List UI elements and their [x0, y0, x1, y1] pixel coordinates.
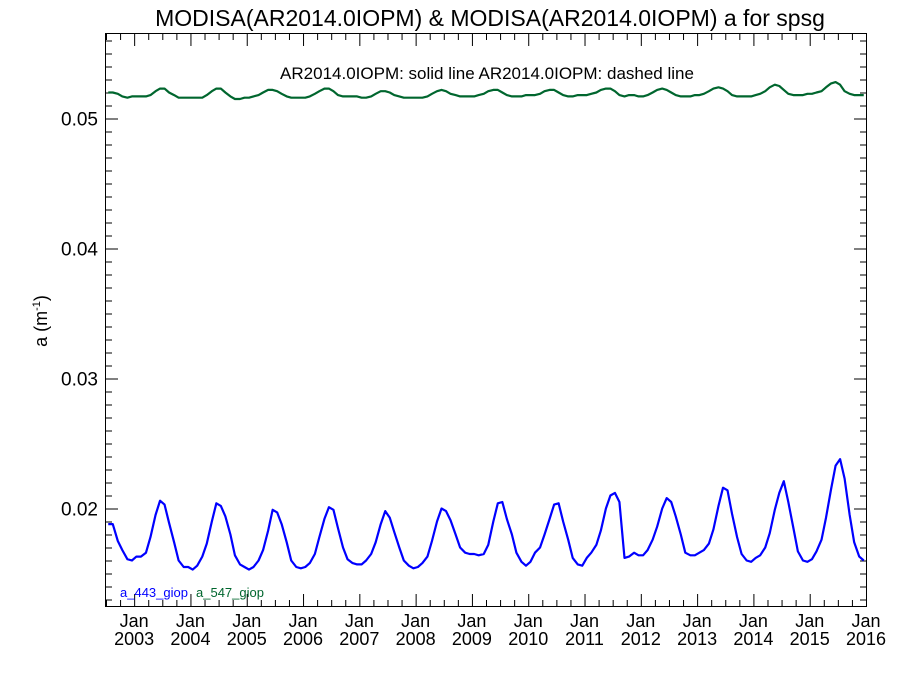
x-tick-year-label: 2004	[170, 629, 210, 649]
series-line-a-443-giop	[108, 458, 865, 571]
x-tick-month-label: Jan	[683, 611, 712, 631]
x-tick-year-label: 2005	[227, 629, 267, 649]
chart-subtitle: AR2014.0IOPM: solid line AR2014.0IOPM: d…	[280, 64, 694, 83]
y-axis-ticks: 0.02 0.03 0.04 0.05	[61, 40, 866, 601]
x-tick-month-label: Jan	[345, 611, 374, 631]
y-tick-label: 0.04	[61, 240, 98, 261]
x-tick-year-label: 2007	[339, 629, 379, 649]
y-tick-label: 0.02	[61, 500, 98, 521]
x-tick-year-label: 2009	[452, 629, 492, 649]
series-layer	[108, 81, 865, 571]
x-tick-year-label: 2006	[283, 629, 323, 649]
y-axis-label-close: )	[31, 295, 51, 301]
x-tick-year-label: 2008	[396, 629, 436, 649]
x-tick-month-label: Jan	[457, 611, 486, 631]
x-tick-month-label: Jan	[570, 611, 599, 631]
chart-title: MODISA(AR2014.0IOPM) & MODISA(AR2014.0IO…	[155, 5, 825, 31]
x-tick-month-label: Jan	[120, 611, 149, 631]
x-tick-month-label: Jan	[851, 611, 880, 631]
legend: a_443_giop a_547_giop	[120, 585, 264, 600]
x-tick-year-label: 2011	[565, 629, 604, 649]
series-line-a-547-giop	[108, 81, 864, 101]
x-tick-year-label: 2003	[114, 629, 154, 649]
x-tick-month-label: Jan	[626, 611, 655, 631]
x-tick-year-label: 2014	[733, 629, 773, 649]
x-tick-month-label: Jan	[514, 611, 543, 631]
x-tick-year-label: 2012	[621, 629, 661, 649]
y-axis-label-superscript: -1	[31, 301, 43, 311]
x-tick-year-label: 2016	[846, 629, 886, 649]
x-tick-month-label: Jan	[232, 611, 261, 631]
x-tick-month-label: Jan	[795, 611, 824, 631]
x-tick-year-label: 2010	[508, 629, 548, 649]
x-tick-month-label: Jan	[176, 611, 205, 631]
legend-entry-a-547-giop: a_547_giop	[196, 585, 264, 600]
y-axis-label: a (m-1)	[31, 295, 51, 347]
x-tick-month-label: Jan	[401, 611, 430, 631]
y-tick-label: 0.03	[61, 370, 98, 391]
y-tick-label: 0.05	[61, 110, 98, 131]
x-tick-year-label: 2013	[677, 629, 717, 649]
x-tick-month-label: Jan	[289, 611, 318, 631]
x-tick-year-label: 2015	[790, 629, 830, 649]
y-axis-label-main: a (m	[31, 311, 51, 347]
x-tick-month-label: Jan	[739, 611, 768, 631]
plot-frame	[105, 33, 867, 607]
legend-entry-a-443-giop: a_443_giop	[120, 585, 188, 600]
x-axis-ticks: Jan2003Jan2004Jan2005Jan2006Jan2007Jan20…	[106, 34, 886, 649]
